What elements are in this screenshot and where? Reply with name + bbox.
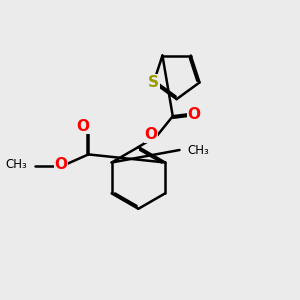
Text: O: O (55, 158, 68, 172)
Text: S: S (148, 75, 159, 90)
Text: O: O (188, 106, 200, 122)
Text: CH₃: CH₃ (188, 143, 209, 157)
Text: CH₃: CH₃ (5, 158, 27, 172)
Text: O: O (76, 119, 90, 134)
Text: O: O (145, 127, 158, 142)
